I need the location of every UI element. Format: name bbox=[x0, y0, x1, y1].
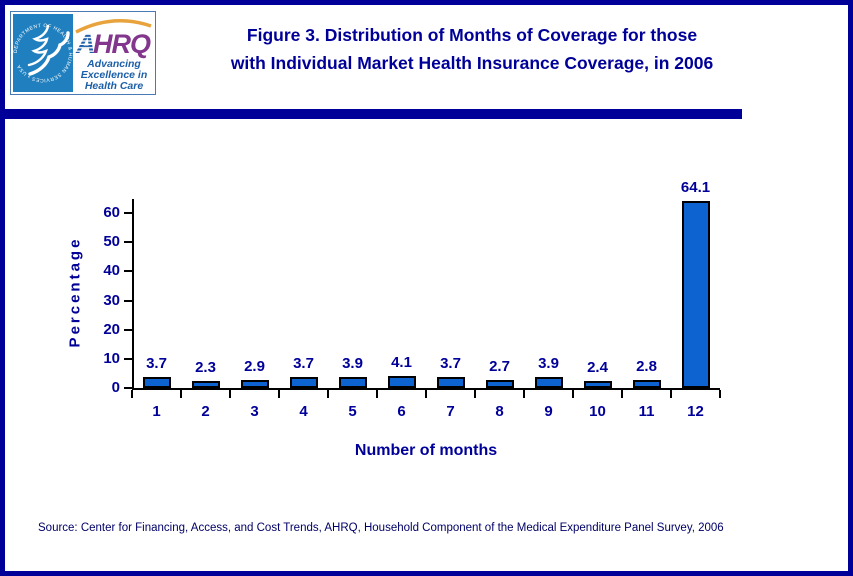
bar-value-label: 3.9 bbox=[342, 354, 363, 372]
bar bbox=[240, 379, 269, 388]
bar-value-label: 2.4 bbox=[587, 359, 608, 376]
bar bbox=[534, 376, 563, 388]
bar-value-label: 4.1 bbox=[391, 354, 412, 372]
y-axis-title: Percentage bbox=[66, 236, 84, 348]
x-axis-tick-label: 10 bbox=[589, 403, 606, 420]
y-axis-tick bbox=[124, 212, 132, 214]
y-axis-tick-label: 0 bbox=[111, 379, 120, 396]
x-axis-tick-label: 1 bbox=[152, 403, 161, 420]
bar-value-label: 64.1 bbox=[680, 179, 711, 197]
bar bbox=[289, 377, 318, 388]
bar bbox=[338, 376, 367, 388]
x-axis-tick bbox=[523, 390, 525, 398]
chart-title-line1: Figure 3. Distribution of Months of Cove… bbox=[246, 25, 698, 45]
y-axis-tick bbox=[124, 241, 132, 244]
y-axis-tick bbox=[124, 387, 132, 389]
x-axis-tick bbox=[474, 390, 476, 398]
y-axis-tick-label: 50 bbox=[103, 233, 120, 251]
bar-value-label: 2.3 bbox=[195, 359, 216, 377]
bar-value-label: 2.7 bbox=[489, 358, 510, 376]
ahrq-tagline-line3: Health Care bbox=[85, 80, 144, 92]
plot-area: Number of months 0 10 20 30 40 50 60 3.7 1 2.3 2 2.… bbox=[103, 179, 721, 459]
bar bbox=[387, 376, 416, 388]
x-axis-tick-label: 8 bbox=[495, 403, 504, 420]
x-axis-tick bbox=[278, 390, 280, 398]
x-axis-tick-label: 3 bbox=[250, 403, 259, 420]
x-axis-tick bbox=[719, 390, 721, 398]
bar-value-label: 2.9 bbox=[244, 357, 265, 375]
y-axis-tick-label: 40 bbox=[103, 262, 120, 280]
bar bbox=[485, 380, 514, 388]
header-divider-bar bbox=[5, 109, 742, 119]
bar-value-label: 3.9 bbox=[538, 354, 559, 372]
hhs-eagle-icon bbox=[27, 24, 70, 76]
logo-graphic: DEPARTMENT OF HEALTH & HUMAN SERVICES • … bbox=[10, 11, 156, 95]
x-axis-tick bbox=[572, 390, 574, 398]
chart-title: Figure 3. Distribution of Months of Cove… bbox=[161, 21, 783, 77]
y-axis-tick-label: 20 bbox=[103, 320, 120, 338]
y-axis-tick bbox=[124, 328, 132, 331]
bar bbox=[583, 381, 612, 388]
x-axis-tick-label: 11 bbox=[638, 403, 655, 420]
y-axis-tick-label: 30 bbox=[103, 291, 120, 309]
bar-value-label: 3.7 bbox=[146, 355, 167, 373]
bar bbox=[436, 377, 465, 388]
x-axis-tick bbox=[621, 390, 623, 398]
x-axis-line bbox=[132, 388, 720, 390]
x-axis-tick bbox=[131, 390, 133, 398]
source-note: Source: Center for Financing, Access, an… bbox=[38, 522, 724, 534]
y-axis-line bbox=[132, 199, 134, 390]
bar bbox=[681, 201, 710, 388]
ahrq-tagline-line2: Excellence in bbox=[81, 69, 148, 81]
x-axis-tick-label: 12 bbox=[687, 403, 704, 420]
bar-value-label: 3.7 bbox=[293, 355, 314, 373]
x-axis-tick bbox=[670, 390, 672, 398]
ahrq-letters-hrq: HRQ bbox=[93, 29, 151, 59]
chart-title-line2: with Individual Market Health Insurance … bbox=[230, 53, 714, 73]
y-axis-tick-label: 60 bbox=[103, 204, 120, 221]
ahrq-arc-icon bbox=[75, 19, 152, 34]
x-axis-tick bbox=[425, 390, 427, 398]
ahrq-letter-a: A bbox=[75, 29, 96, 59]
x-axis-title: Number of months bbox=[354, 442, 498, 459]
x-axis-tick-label: 2 bbox=[201, 403, 210, 420]
hhs-ahrq-logo: DEPARTMENT OF HEALTH & HUMAN SERVICES • … bbox=[10, 11, 156, 95]
x-axis-tick-label: 4 bbox=[299, 403, 308, 420]
x-axis-tick bbox=[376, 390, 378, 398]
y-axis-tick bbox=[124, 357, 132, 360]
y-axis-tick bbox=[124, 299, 132, 302]
x-axis-tick bbox=[180, 390, 182, 398]
bar bbox=[632, 379, 661, 388]
x-axis-tick-label: 7 bbox=[446, 403, 455, 420]
x-axis-tick bbox=[229, 390, 231, 398]
x-axis-tick bbox=[327, 390, 329, 398]
x-axis-tick-label: 9 bbox=[544, 403, 553, 420]
ahrq-tagline-line1: Advancing bbox=[86, 58, 141, 70]
y-axis-tick-label: 10 bbox=[103, 349, 120, 367]
bar bbox=[191, 381, 220, 388]
bar-value-label: 3.7 bbox=[440, 355, 461, 373]
bar bbox=[142, 377, 171, 388]
x-axis-tick-label: 6 bbox=[397, 403, 406, 420]
y-axis-tick bbox=[124, 270, 132, 273]
bar-value-label: 2.8 bbox=[636, 357, 657, 375]
x-axis-tick-label: 5 bbox=[348, 403, 357, 420]
